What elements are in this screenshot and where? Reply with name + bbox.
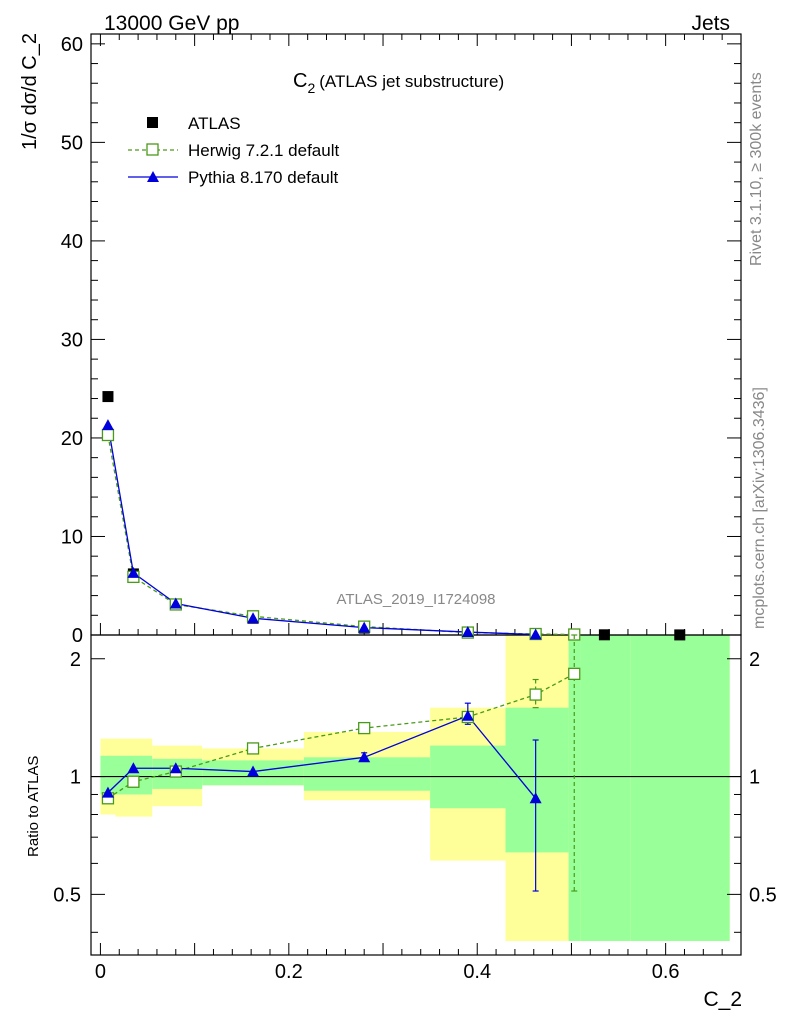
band-green-0 <box>100 755 116 795</box>
header-left: 13000 GeV pp <box>104 12 239 35</box>
pythia-ratio-point <box>529 792 542 804</box>
atlas-point <box>102 391 114 403</box>
legend-pythia-label: Pythia 8.170 default <box>188 168 339 187</box>
pythia-main-point <box>529 628 542 640</box>
main-y-tick-label: 60 <box>61 34 83 56</box>
band-green-9 <box>630 635 730 942</box>
pythia-ratio-point <box>127 762 140 774</box>
chart-title-rest: (ATLAS jet substructure) <box>319 72 504 91</box>
main-y-tick-label: 10 <box>61 526 83 548</box>
legend-pythia-marker <box>147 171 159 182</box>
legend-herwig-label: Herwig 7.2.1 default <box>188 141 339 160</box>
main-y-tick-label: 40 <box>61 231 83 253</box>
herwig-ratio-point <box>127 775 140 788</box>
pythia-ratio-point <box>101 786 114 798</box>
legend-atlas-label: ATLAS <box>188 114 241 133</box>
herwig-main-point <box>101 428 115 442</box>
data-series <box>101 391 686 892</box>
ratio-plot-frame <box>90 634 742 956</box>
band-green-8 <box>580 635 631 942</box>
main-y-axis-label: 1/σ dσ/d C_2 <box>19 33 41 150</box>
rivet-label: Rivet 3.1.10, ≥ 300k events <box>748 72 765 266</box>
chart-title: C2 (ATLAS jet substructure) <box>293 70 504 96</box>
atlas-point <box>598 629 610 641</box>
herwig-ratio-point <box>246 742 260 755</box>
pythia-main-point <box>461 626 474 638</box>
pythia-main-point <box>247 612 260 624</box>
band-green-7 <box>568 635 581 942</box>
header-right: Jets <box>691 12 730 35</box>
ratio-y-tick-label-left: 0.5 <box>53 884 81 906</box>
main-y-tick-label: 30 <box>61 329 83 351</box>
ratio-y-tick-label-right: 0.5 <box>749 884 777 906</box>
pythia-main-point <box>358 621 371 633</box>
pythia-ratio-point <box>358 751 371 763</box>
herwig-ratio-point <box>568 667 581 681</box>
x-tick-label: 0 <box>95 961 106 983</box>
pythia-main-point <box>127 566 140 578</box>
herwig-ratio-point <box>358 721 371 735</box>
pythia-ratio-point <box>461 709 474 721</box>
main-y-tick-label: 20 <box>61 428 83 450</box>
ratio-uncertainty-bands <box>91 635 741 942</box>
chart-title-sub: 2 <box>307 80 315 96</box>
ratio-y-tick-label-left: 1 <box>70 767 81 789</box>
analysis-watermark: ATLAS_2019_I1724098 <box>336 591 495 608</box>
herwig-ratio-line <box>107 673 575 799</box>
ratio-y-tick-label-left: 2 <box>70 649 81 671</box>
band-green-1 <box>115 755 153 795</box>
chart-title-main: C <box>293 70 307 92</box>
x-tick-label: 0.2 <box>275 961 303 983</box>
axes: 0 0.2 0.4 0.6 0 10 20 30 40 50 60 0.5 0.5 1 1 2 2 <box>53 34 777 983</box>
band-green-6 <box>505 707 569 853</box>
pythia-ratio-point <box>169 762 182 774</box>
herwig-ratio-point <box>529 688 542 701</box>
pythia-main-point <box>101 419 114 431</box>
legend-herwig-marker <box>146 143 159 156</box>
x-tick-label: 0.4 <box>463 961 491 983</box>
x-axis-label: C_2 <box>703 988 742 1011</box>
legend: ATLAS Herwig 7.2.1 default Pythia 8.170 … <box>128 114 339 187</box>
pythia-ratio-point <box>247 765 260 777</box>
ratio-y-tick-label-right: 1 <box>749 767 760 789</box>
main-y-tick-label: 50 <box>61 132 83 154</box>
ratio-y-tick-label-right: 2 <box>749 649 760 671</box>
legend-atlas-marker <box>147 117 158 128</box>
mcplots-label: mcplots.cern.ch [arXiv:1306.3436] <box>751 387 768 629</box>
atlas-point <box>674 629 686 641</box>
x-tick-label: 0.6 <box>652 961 680 983</box>
ratio-y-axis-label: Ratio to ATLAS <box>25 756 42 857</box>
main-y-tick-label: 0 <box>72 625 83 647</box>
pythia-main-point <box>169 597 182 609</box>
